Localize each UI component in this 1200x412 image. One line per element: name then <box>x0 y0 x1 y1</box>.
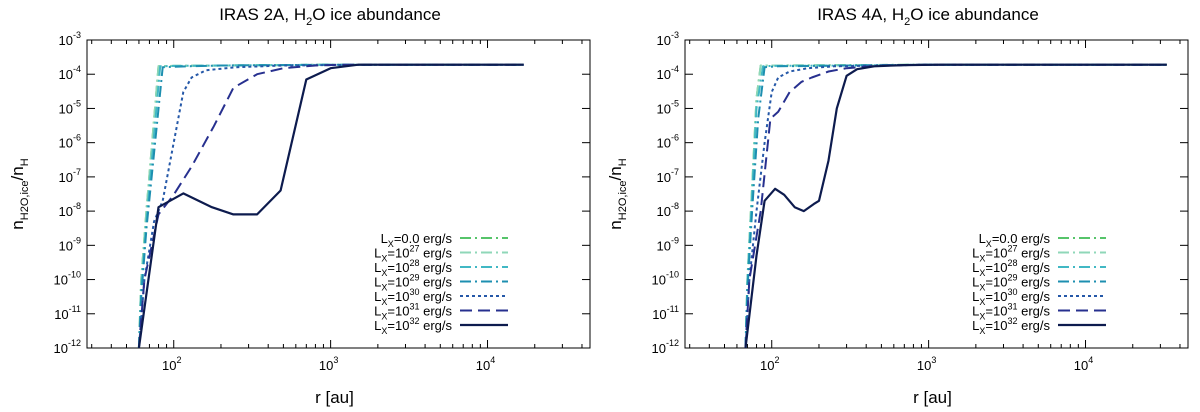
series-line-1 <box>137 63 524 348</box>
chart-title: IRAS 4A, H2O ice abundance <box>817 5 1039 28</box>
series-line-2 <box>137 63 524 348</box>
y-tick-label: 10-4 <box>657 64 679 82</box>
y-tick-label: 10-4 <box>59 64 81 82</box>
x-tick-label: 102 <box>760 355 779 373</box>
y-tick-label: 10-11 <box>54 304 81 322</box>
y-tick-label: 10-3 <box>59 30 81 48</box>
series-line-6 <box>137 63 524 348</box>
y-tick-label: 10-6 <box>59 133 81 151</box>
legend-entry-label: LX=1031 erg/s <box>972 302 1050 322</box>
left-panel-iras-2a: IRAS 2A, H2O ice abundance 102 103 104 10-12… <box>8 5 591 407</box>
series-line-4 <box>137 63 524 348</box>
y-tick-label: 10-10 <box>54 270 81 288</box>
legend: LX=0.0 erg/sLX=1027 erg/sLX=1028 erg/sLX… <box>972 231 1106 336</box>
y-tick-label: 10-11 <box>652 304 679 322</box>
plot-frame <box>684 39 1189 349</box>
series-line-0 <box>137 63 524 348</box>
legend-entry-label: LX=1028 erg/s <box>374 258 452 278</box>
legend-entry-label: LX=1032 erg/s <box>972 316 1050 336</box>
legend-entry-label: LX=0.0 erg/s <box>381 231 453 249</box>
x-tick-label: 102 <box>162 355 181 373</box>
y-tick-label: 10-5 <box>59 98 81 116</box>
x-tick-label: 104 <box>476 355 495 373</box>
legend-entry-label: LX=1032 erg/s <box>374 316 452 336</box>
right-panel-iras-4a: IRAS 4A, H2O ice abundance 102 103 104 10-12… <box>606 5 1189 407</box>
x-axis-label: r [au] <box>913 388 952 407</box>
y-tick-label: 10-7 <box>657 167 679 185</box>
x-tick-label: 103 <box>319 355 338 373</box>
y-tick-label: 10-10 <box>652 270 679 288</box>
y-axis-label: nH2O,ice/nH <box>8 158 31 229</box>
chart-title: IRAS 2A, H2O ice abundance <box>219 5 441 28</box>
y-tick-label: 10-5 <box>657 98 679 116</box>
legend-entry-label: LX=1030 erg/s <box>374 287 452 307</box>
y-tick-label: 10-7 <box>59 167 81 185</box>
legend-entry-label: LX=1029 erg/s <box>972 273 1050 293</box>
legend-entry-label: LX=1031 erg/s <box>374 302 452 322</box>
legend-entry-label: LX=0.0 erg/s <box>979 231 1051 249</box>
series-line-5 <box>137 63 524 348</box>
x-tick-label: 104 <box>1074 355 1093 373</box>
legend: LX=0.0 erg/sLX=1027 erg/sLX=1028 erg/sLX… <box>374 231 508 336</box>
y-tick-label: 10-8 <box>59 201 81 219</box>
y-tick-label: 10-3 <box>657 30 679 48</box>
series-lines <box>744 63 1167 348</box>
y-axis-label: nH2O,ice/nH <box>606 158 629 229</box>
legend-entry-label: LX=1029 erg/s <box>374 273 452 293</box>
legend-entry-label: LX=1027 erg/s <box>972 244 1050 264</box>
legend-entry-label: LX=1030 erg/s <box>972 287 1050 307</box>
y-tick-label: 10-9 <box>657 235 679 253</box>
y-tick-label: 10-12 <box>54 338 81 356</box>
series-line-6 <box>744 63 1167 348</box>
y-tick-label: 10-8 <box>657 201 679 219</box>
y-tick-label: 10-6 <box>657 133 679 151</box>
x-tick-label: 103 <box>917 355 936 373</box>
y-tick-label: 10-12 <box>652 338 679 356</box>
series-line-3 <box>744 63 1167 348</box>
series-lines <box>137 63 524 348</box>
legend-entry-label: LX=1028 erg/s <box>972 258 1050 278</box>
plot-frame <box>86 39 591 349</box>
y-tick-label: 10-9 <box>59 235 81 253</box>
x-axis-label: r [au] <box>315 388 354 407</box>
series-line-3 <box>137 63 524 348</box>
legend-entry-label: LX=1027 erg/s <box>374 244 452 264</box>
